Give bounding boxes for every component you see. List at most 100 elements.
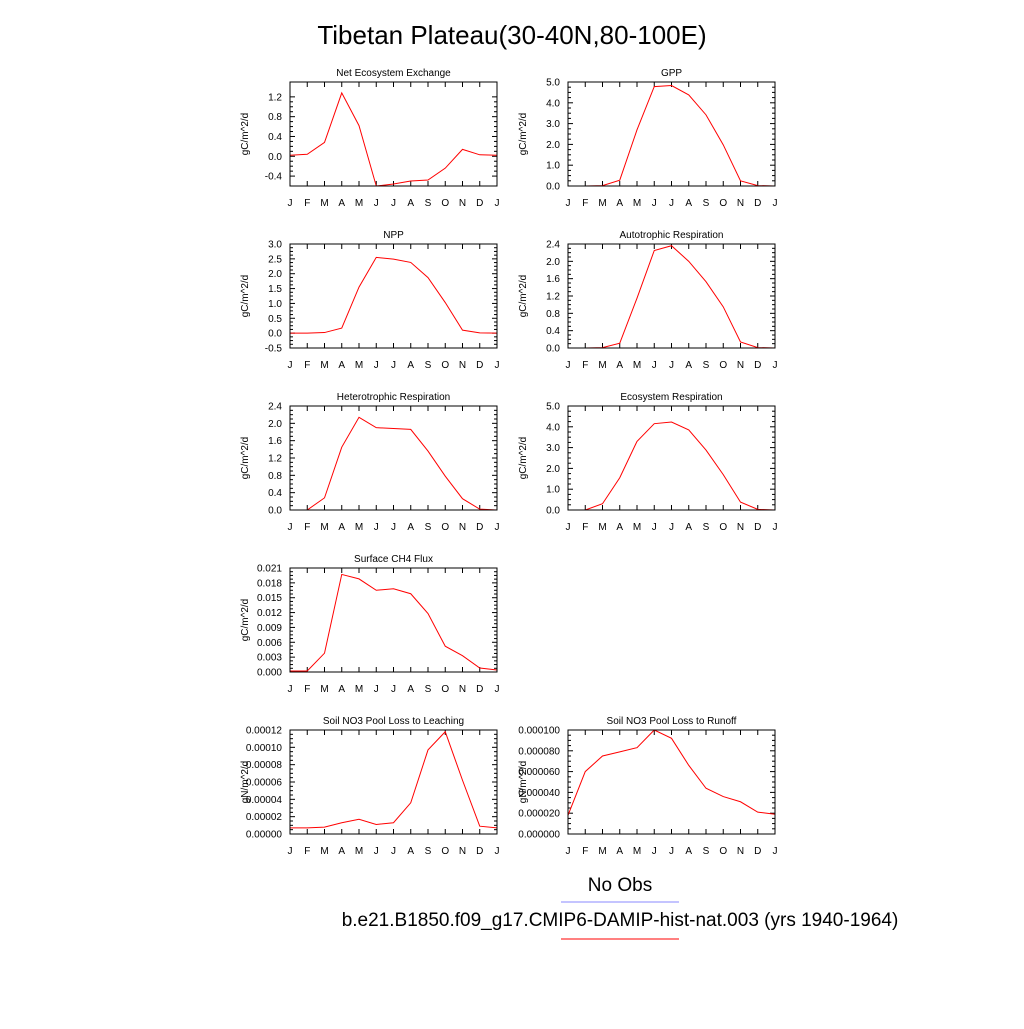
panel-8: Soil NO3 Pool Loss to LeachinggN/m^2/d0.… (240, 716, 500, 857)
x-tick-label: A (407, 198, 414, 209)
panel-4: Autotrophic Respiration gC/m^2/d 0.0 0.4 0.8… (518, 230, 778, 371)
y-axis-label: gN/m^2/d (518, 761, 529, 804)
x-tick-label: M (633, 846, 641, 857)
x-tick-label: J (495, 198, 500, 209)
x-tick-label: O (441, 684, 449, 695)
x-tick-label: N (737, 846, 744, 857)
x-tick-label: O (719, 522, 727, 533)
x-tick-label: M (320, 846, 328, 857)
panel-7: Surface CH4 Flux gC/m^2/d 0.000 0.003 0.006 0… (240, 554, 500, 695)
y-tick-label: 0.000040 (518, 788, 560, 799)
y-tick-label: -0.4 (265, 172, 283, 183)
panel-5: Heterotrophic Respiration gC/m^2/d 0.0 0.4 0… (240, 392, 500, 533)
y-tick-label: 0.000080 (518, 746, 560, 757)
x-tick-label: J (652, 522, 657, 533)
panel-title: Soil NO3 Pool Loss to Leaching (323, 716, 464, 727)
x-tick-label: D (476, 198, 483, 209)
x-tick-label: A (407, 522, 414, 533)
series-line (568, 85, 776, 187)
y-axis-label: gC/m^2/d (240, 437, 251, 480)
y-tick-label: 0.009 (257, 623, 282, 634)
x-tick-label: S (703, 522, 710, 533)
plot-frame (567, 729, 776, 835)
y-tick-label: 0.0 (546, 506, 560, 517)
y-tick-label: 4.0 (546, 98, 560, 109)
x-tick-label: N (459, 198, 466, 209)
x-tick-label: N (737, 522, 744, 533)
y-tick-label: 0.006 (257, 638, 282, 649)
y-tick-label: 0.0 (268, 329, 282, 340)
x-tick-label: J (652, 846, 657, 857)
x-tick-label: D (754, 360, 761, 371)
x-tick-label: A (338, 522, 345, 533)
x-tick-label: J (773, 522, 778, 533)
x-tick-label: A (685, 522, 692, 533)
y-tick-label: 0.0 (268, 152, 282, 163)
panel-title: Heterotrophic Respiration (337, 392, 450, 403)
x-tick-label: S (703, 846, 710, 857)
x-tick-label: N (459, 684, 466, 695)
x-tick-label: M (633, 198, 641, 209)
x-tick-label: D (754, 522, 761, 533)
y-tick-label: 1.2 (268, 92, 282, 103)
x-tick-label: D (754, 198, 761, 209)
x-tick-label: J (374, 846, 379, 857)
y-axis-label: gC/m^2/d (518, 437, 529, 480)
x-tick-label: A (685, 198, 692, 209)
x-tick-label: J (391, 198, 396, 209)
y-tick-label: 2.4 (546, 240, 560, 251)
plot-frame (567, 81, 776, 187)
panel-9: Soil NO3 Pool Loss to RunoffgN/m^2/d0.00… (518, 716, 778, 857)
y-tick-label: 0.012 (257, 608, 282, 619)
y-tick-label: 0.00010 (246, 743, 283, 754)
y-tick-label: 0.000060 (518, 767, 560, 778)
x-tick-label: M (355, 198, 363, 209)
x-tick-label: M (355, 360, 363, 371)
x-tick-label: N (737, 198, 744, 209)
series-line (290, 730, 498, 829)
x-tick-label: F (582, 522, 588, 533)
x-tick-label: O (441, 198, 449, 209)
panel-title: GPP (661, 68, 682, 79)
plot-frame (289, 405, 498, 511)
x-tick-label: A (338, 198, 345, 209)
y-tick-label: 0.018 (257, 578, 282, 589)
series-line (289, 91, 498, 187)
x-tick-label: M (633, 522, 641, 533)
x-tick-label: F (304, 846, 310, 857)
x-tick-label: J (773, 846, 778, 857)
x-tick-label: J (374, 522, 379, 533)
x-tick-label: A (338, 846, 345, 857)
x-tick-label: M (598, 522, 606, 533)
x-tick-label: J (288, 684, 293, 695)
x-tick-label: F (304, 522, 310, 533)
y-axis-label: gC/m^2/d (518, 275, 529, 318)
x-tick-label: J (374, 684, 379, 695)
x-tick-label: J (391, 360, 396, 371)
x-tick-label: A (407, 360, 414, 371)
x-tick-label: S (425, 360, 432, 371)
x-tick-label: J (652, 198, 657, 209)
x-tick-label: S (703, 360, 710, 371)
x-tick-label: M (598, 198, 606, 209)
y-tick-label: 0.021 (257, 564, 282, 575)
y-tick-label: 2.0 (546, 257, 560, 268)
x-tick-label: J (288, 360, 293, 371)
y-tick-label: 1.6 (546, 274, 560, 285)
y-axis-label: gC/m^2/d (518, 113, 529, 156)
x-tick-label: S (425, 684, 432, 695)
x-tick-label: M (320, 198, 328, 209)
x-tick-label: O (441, 360, 449, 371)
x-tick-label: O (441, 846, 449, 857)
x-tick-label: F (582, 360, 588, 371)
y-tick-label: 5.0 (546, 402, 560, 413)
panels: Net Ecosystem Exchange gC/m^2/d -0.4 0.0 0.4… (240, 68, 778, 857)
x-tick-label: A (407, 684, 414, 695)
y-tick-label: 0.00000 (246, 830, 283, 841)
x-tick-label: D (754, 846, 761, 857)
y-tick-label: 0.00012 (246, 726, 283, 737)
panel-title: NPP (383, 230, 404, 241)
x-tick-label: J (374, 198, 379, 209)
